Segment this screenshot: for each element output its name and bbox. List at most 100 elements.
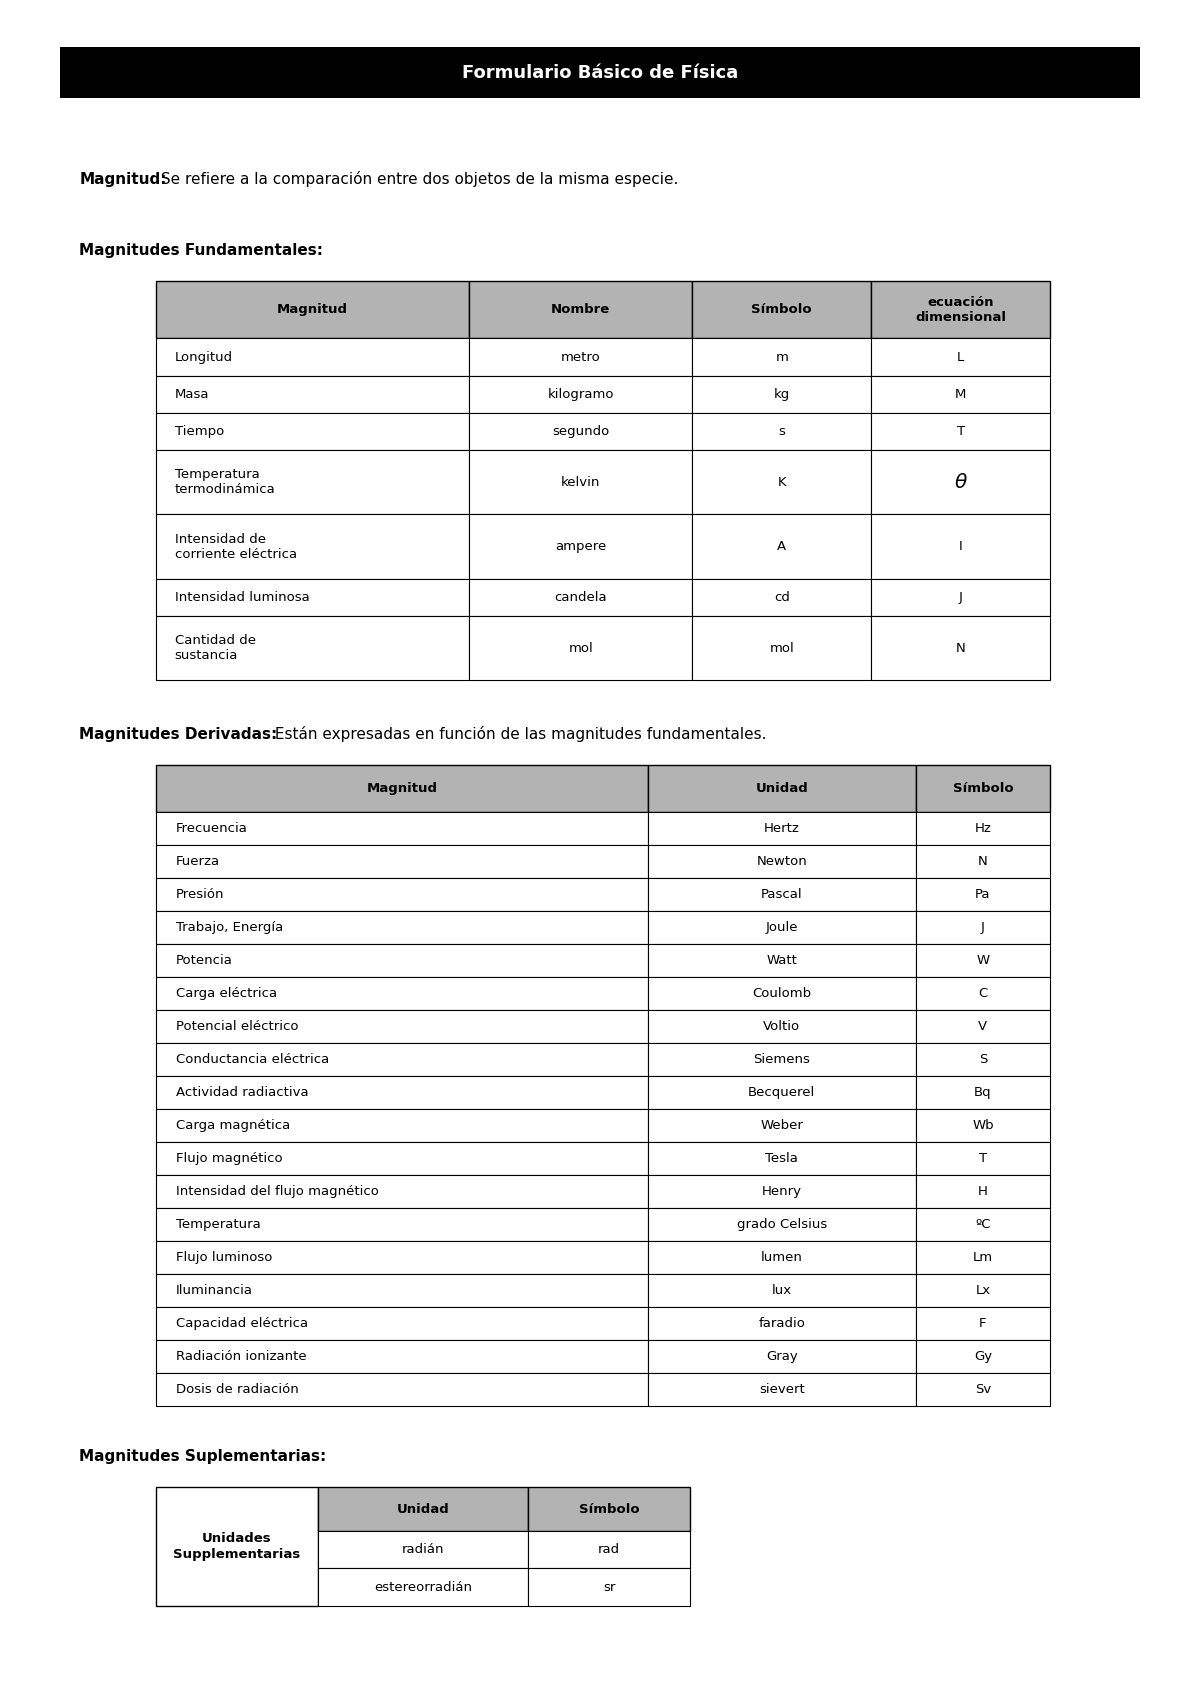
Text: Radiación ionizante: Radiación ionizante (175, 1350, 306, 1364)
Bar (692, 579, 871, 616)
Bar (648, 976, 916, 1010)
Bar (156, 413, 469, 450)
Text: lux: lux (772, 1284, 792, 1298)
Text: Magnitudes Fundamentales:: Magnitudes Fundamentales: (79, 244, 323, 257)
Text: ºC: ºC (976, 1218, 991, 1232)
Bar (692, 514, 871, 579)
Bar (60, 47, 1140, 98)
Text: kilogramo: kilogramo (547, 387, 614, 401)
Text: radián: radián (402, 1543, 444, 1557)
Bar (156, 1076, 648, 1108)
Bar (648, 910, 916, 944)
Bar (648, 1010, 916, 1042)
Bar (916, 1174, 1050, 1208)
Text: Flujo magnético: Flujo magnético (175, 1152, 282, 1166)
Bar (916, 1306, 1050, 1340)
Bar (692, 281, 871, 338)
Text: Watt: Watt (767, 954, 797, 968)
Bar (916, 1108, 1050, 1142)
Text: Sv: Sv (974, 1382, 991, 1396)
Text: C: C (978, 986, 988, 1000)
Bar (156, 579, 469, 616)
Text: Joule: Joule (766, 920, 798, 934)
Text: Pa: Pa (976, 888, 991, 902)
Bar (156, 910, 648, 944)
Text: Tiempo: Tiempo (175, 425, 224, 438)
Bar (156, 616, 469, 680)
Bar (871, 281, 1050, 338)
Text: sr: sr (602, 1580, 616, 1594)
Text: faradio: faradio (758, 1316, 805, 1330)
Bar (692, 450, 871, 514)
Text: H: H (978, 1184, 988, 1198)
Bar (692, 338, 871, 376)
Bar (871, 579, 1050, 616)
Text: lumen: lumen (761, 1250, 803, 1264)
Bar (648, 1306, 916, 1340)
Text: θ: θ (954, 472, 967, 492)
Text: Lx: Lx (976, 1284, 990, 1298)
Text: Capacidad eléctrica: Capacidad eléctrica (175, 1316, 307, 1330)
Text: J: J (982, 920, 985, 934)
Bar (156, 1042, 648, 1076)
Text: Gray: Gray (766, 1350, 798, 1364)
Text: L: L (956, 350, 965, 364)
Bar (469, 450, 692, 514)
Bar (648, 765, 916, 812)
Bar (916, 1274, 1050, 1306)
Bar (156, 1108, 648, 1142)
Text: Weber: Weber (761, 1118, 803, 1132)
Bar (156, 1487, 318, 1606)
Bar (318, 1568, 528, 1606)
Bar (648, 1142, 916, 1174)
Text: Dosis de radiación: Dosis de radiación (175, 1382, 299, 1396)
Text: Actividad radiactiva: Actividad radiactiva (175, 1086, 308, 1100)
Bar (916, 1142, 1050, 1174)
Bar (916, 976, 1050, 1010)
Text: mol: mol (569, 641, 593, 655)
Bar (648, 1208, 916, 1240)
Bar (469, 514, 692, 579)
Bar (871, 450, 1050, 514)
Text: Unidad: Unidad (397, 1502, 450, 1516)
Text: Unidades
Supplementarias: Unidades Supplementarias (173, 1531, 301, 1562)
Text: Newton: Newton (756, 854, 808, 868)
Text: Trabajo, Energía: Trabajo, Energía (175, 920, 283, 934)
Text: Magnitud:: Magnitud: (79, 173, 167, 186)
Text: Hertz: Hertz (764, 822, 799, 836)
Text: sievert: sievert (758, 1382, 805, 1396)
Bar (648, 1340, 916, 1372)
Bar (916, 1010, 1050, 1042)
Text: I: I (959, 540, 962, 553)
Text: Carga magnética: Carga magnética (175, 1118, 290, 1132)
Bar (871, 338, 1050, 376)
Bar (469, 616, 692, 680)
Bar (916, 910, 1050, 944)
Bar (692, 616, 871, 680)
Text: Masa: Masa (175, 387, 209, 401)
Text: Siemens: Siemens (754, 1052, 810, 1066)
Text: Presión: Presión (175, 888, 224, 902)
Bar (871, 616, 1050, 680)
Text: Cantidad de
sustancia: Cantidad de sustancia (175, 634, 256, 662)
Bar (528, 1531, 690, 1568)
Text: Bq: Bq (974, 1086, 991, 1100)
Bar (648, 812, 916, 846)
Text: ampere: ampere (556, 540, 606, 553)
Bar (916, 944, 1050, 976)
Bar (156, 338, 469, 376)
Text: Pascal: Pascal (761, 888, 803, 902)
Bar (871, 413, 1050, 450)
Bar (648, 1240, 916, 1274)
Bar (156, 514, 469, 579)
Text: Símbolo: Símbolo (751, 303, 812, 316)
Bar (469, 413, 692, 450)
Bar (469, 338, 692, 376)
Text: candela: candela (554, 591, 607, 604)
Text: Intensidad de
corriente eléctrica: Intensidad de corriente eléctrica (175, 533, 296, 560)
Text: Símbolo: Símbolo (953, 782, 1013, 795)
Text: cd: cd (774, 591, 790, 604)
Text: T: T (979, 1152, 988, 1166)
Bar (318, 1487, 528, 1531)
Text: Tesla: Tesla (766, 1152, 798, 1166)
